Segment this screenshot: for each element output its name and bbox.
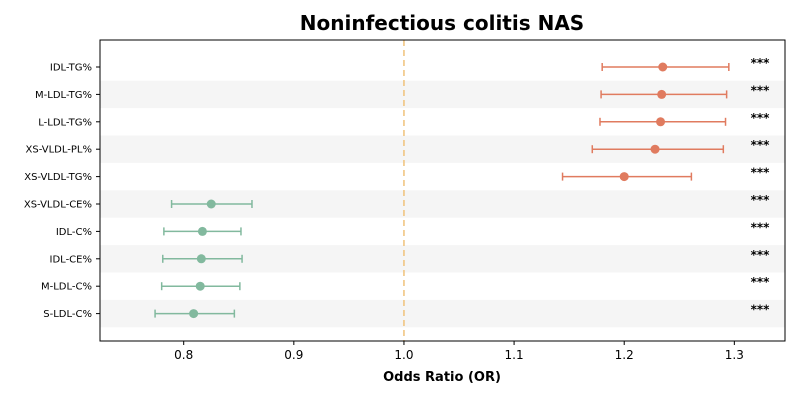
or-point [656, 117, 666, 127]
y-tick-label: L-LDL-TG% [38, 117, 92, 128]
significance-label: *** [751, 56, 771, 70]
or-point [197, 226, 207, 236]
y-tick-label: M-LDL-TG% [35, 90, 92, 101]
or-point [206, 199, 216, 209]
y-tick-label: XS-VLDL-TG% [24, 172, 92, 183]
significance-label: *** [751, 248, 771, 262]
or-point [189, 309, 199, 319]
x-axis-label: Odds Ratio (OR) [383, 370, 501, 385]
data-marks: *** *** *** *** *** *** *** *** *** *** [154, 56, 771, 319]
significance-label: *** [751, 275, 771, 289]
significance-label: *** [751, 83, 771, 97]
data-row: *** [170, 193, 771, 209]
data-row: *** [599, 111, 771, 127]
data-row: *** [601, 56, 771, 72]
data-row: *** [163, 220, 771, 236]
or-point [657, 89, 667, 99]
or-point [650, 144, 660, 154]
or-point [195, 281, 205, 291]
significance-label: *** [751, 138, 771, 152]
significance-label: *** [751, 303, 771, 317]
plot-frame [99, 39, 786, 342]
y-tick-label: IDL-CE% [50, 254, 92, 265]
or-point [196, 254, 206, 264]
y-tick-label: XS-VLDL-PL% [26, 145, 92, 156]
x-tick-label: 0.9 [284, 348, 303, 362]
x-tick-label: 1.1 [505, 348, 524, 362]
y-tick-label: XS-VLDL-CE% [24, 200, 92, 211]
significance-label: *** [751, 111, 771, 125]
x-tick-label: 1.0 [394, 348, 413, 362]
axes: IDL-TG% M-LDL-TG% L-LDL-TG% XS-VLDL-PL% XS-V… [24, 39, 786, 362]
data-row: *** [600, 83, 771, 99]
significance-label: *** [751, 166, 771, 180]
y-tick-label: IDL-C% [56, 227, 92, 238]
significance-label: *** [751, 220, 771, 234]
x-tick-label: 1.3 [725, 348, 744, 362]
x-tick-label: 0.8 [174, 348, 193, 362]
significance-label: *** [751, 193, 771, 207]
data-row: *** [154, 303, 771, 319]
y-tick-label: S-LDL-C% [43, 309, 92, 320]
or-point [619, 172, 629, 182]
y-tick-label: IDL-TG% [50, 63, 92, 74]
y-tick-label: M-LDL-C% [41, 282, 92, 293]
data-row: *** [561, 166, 771, 182]
data-row: *** [160, 275, 771, 291]
x-tick-label: 1.2 [615, 348, 634, 362]
data-row: *** [591, 138, 771, 154]
chart-title: Noninfectious colitis NAS [300, 11, 584, 35]
data-row: *** [162, 248, 771, 264]
or-point [658, 62, 668, 72]
